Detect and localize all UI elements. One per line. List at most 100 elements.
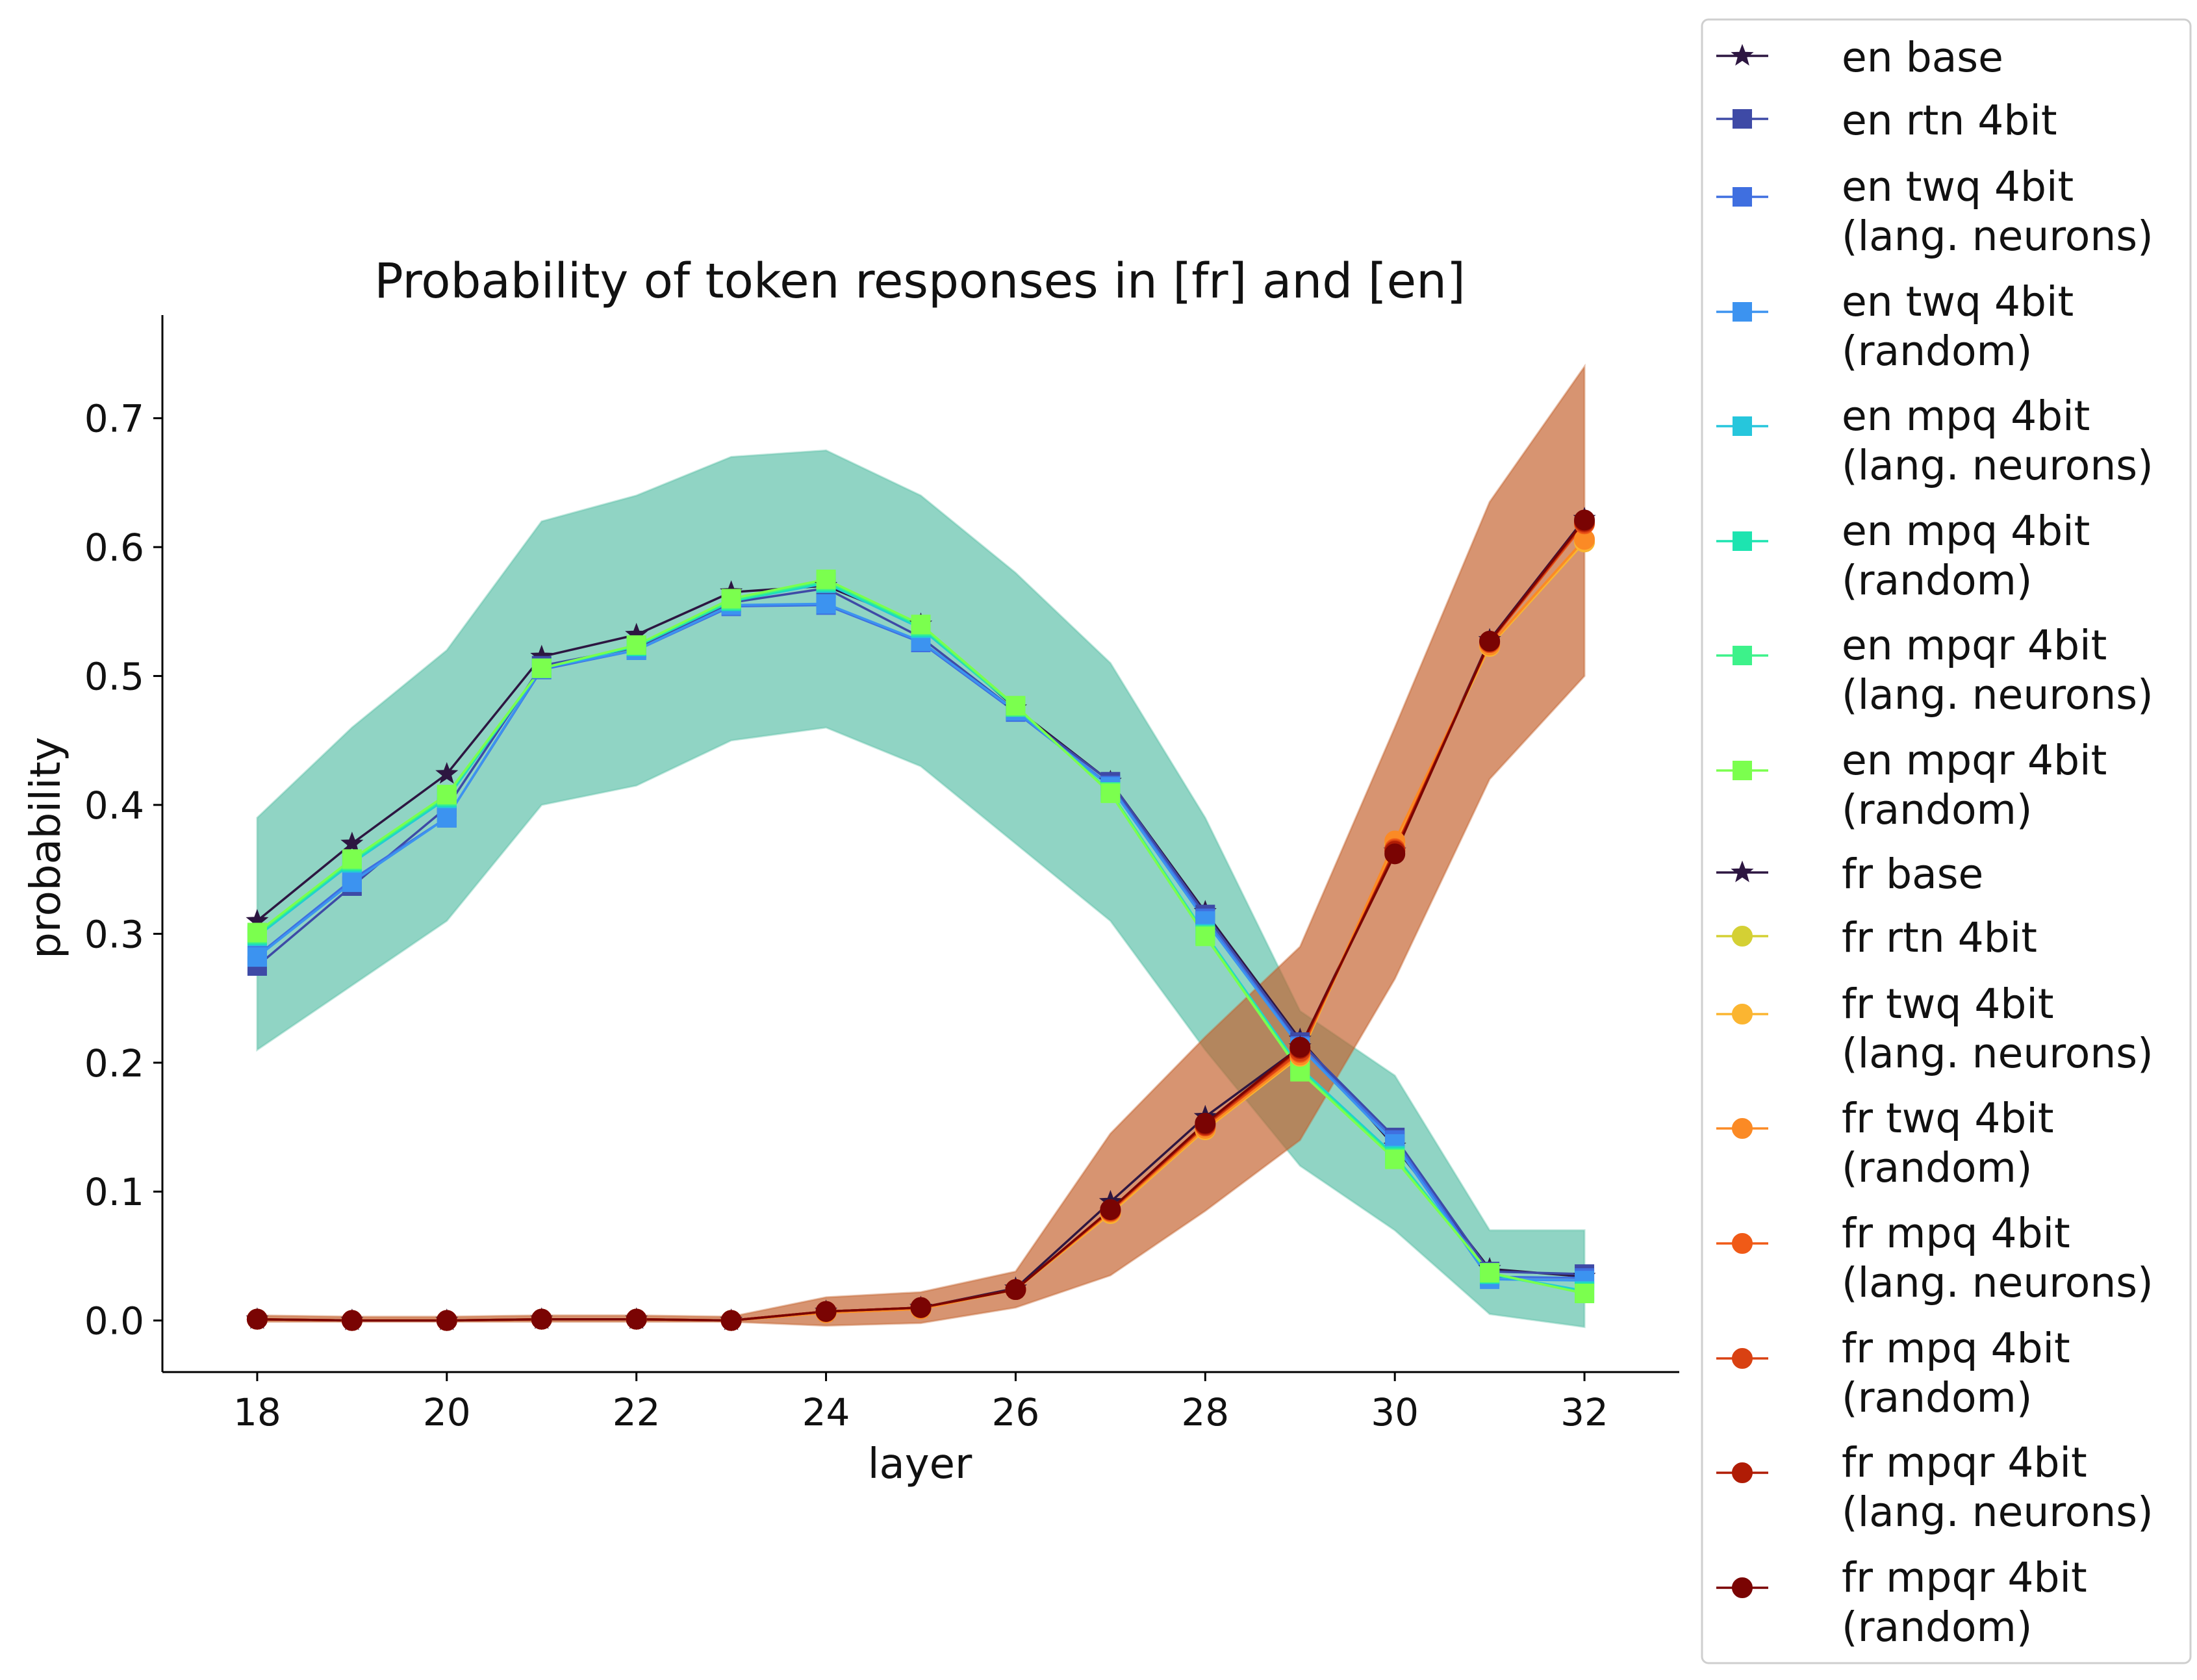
axes: 18 20 22 24 26 28 30 32 0.0 0.1 0.2 0.3 0.4 0.5 0.6 0.7 <box>84 315 1679 1434</box>
legend-box <box>1701 18 2192 1664</box>
legend-label-en-twq-4bit-lang-neurons: en twq 4bit <box>1842 163 2074 210</box>
x-tick-label: 26 <box>992 1390 1040 1434</box>
legend-label-fr-twq-4bit-random: fr twq 4bit <box>1842 1095 2054 1142</box>
y-tick-label: 0.0 <box>84 1299 144 1343</box>
point-fr-mpqr-4bit-random <box>626 1308 647 1330</box>
point-en-twq-4bit-random <box>816 594 836 614</box>
point-en-twq-4bit-random <box>437 808 457 828</box>
legend-label-en-twq-4bit-random: en twq 4bit <box>1842 278 2074 325</box>
legend-label-en-mpq-4bit-lang-neurons: en mpq 4bit <box>1842 392 2090 440</box>
legend-label-fr-twq-4bit-lang-neurons: fr twq 4bit <box>1842 980 2054 1028</box>
legend-marker-fr-mpqr-4bit-random <box>1732 1577 1753 1598</box>
legend-label-fr-mpq-4bit-lang-neurons: fr mpq 4bit <box>1842 1210 2070 1257</box>
legend-label-fr-mpqr-4bit-lang-neurons: fr mpqr 4bit <box>1842 1439 2087 1486</box>
legend-label-en-mpqr-4bit-lang-neurons: (lang. neurons) <box>1842 671 2153 719</box>
point-fr-mpqr-4bit-random <box>1384 843 1406 865</box>
point-fr-mpqr-4bit-random <box>1289 1036 1311 1058</box>
legend-marker-en-mpqr-4bit-random <box>1733 761 1752 780</box>
y-tick-label: 0.5 <box>84 655 144 699</box>
legend-label-fr-mpqr-4bit-random: (random) <box>1842 1603 2033 1651</box>
point-fr-mpqr-4bit-random <box>1100 1199 1121 1220</box>
point-en-mpqr-4bit-random <box>1480 1263 1500 1283</box>
legend-label-en-base: en base <box>1842 34 2003 81</box>
point-en-mpqr-4bit-random <box>1575 1283 1595 1303</box>
chart-title: Probability of token responses in [fr] a… <box>374 253 1466 309</box>
point-en-twq-4bit-random <box>342 872 362 893</box>
legend-label-en-mpq-4bit-lang-neurons: (lang. neurons) <box>1842 442 2153 489</box>
legend-marker-en-twq-4bit-lang-neurons <box>1733 187 1752 207</box>
point-fr-mpqr-4bit-random <box>341 1310 362 1331</box>
point-en-mpqr-4bit-random <box>531 658 552 678</box>
legend-marker-fr-rtn-4bit <box>1732 926 1753 947</box>
y-tick-label: 0.6 <box>84 526 144 570</box>
legend-label-fr-twq-4bit-lang-neurons: (lang. neurons) <box>1842 1030 2153 1077</box>
legend-marker-fr-twq-4bit-random <box>1732 1118 1753 1139</box>
legend-label-fr-mpqr-4bit-lang-neurons: (lang. neurons) <box>1842 1488 2153 1536</box>
legend-label-en-twq-4bit-random: (random) <box>1842 327 2033 375</box>
point-fr-mpqr-4bit-random <box>436 1310 457 1331</box>
point-fr-mpqr-4bit-random <box>531 1308 552 1330</box>
series-markers <box>246 507 1596 1331</box>
y-tick-label: 0.7 <box>84 397 144 441</box>
point-en-mpqr-4bit-random <box>247 923 267 943</box>
point-fr-mpqr-4bit-random <box>910 1297 932 1318</box>
point-fr-mpqr-4bit-random <box>1195 1113 1216 1134</box>
legend-marker-en-twq-4bit-random <box>1733 302 1752 322</box>
point-en-mpqr-4bit-random <box>1385 1149 1405 1169</box>
point-fr-mpqr-4bit-random <box>246 1308 268 1330</box>
legend-marker-en-rtn-4bit <box>1733 109 1752 129</box>
point-en-mpqr-4bit-random <box>1006 696 1026 716</box>
legend-label-fr-mpq-4bit-random: fr mpq 4bit <box>1842 1325 2070 1372</box>
legend-label-fr-twq-4bit-random: (random) <box>1842 1144 2033 1191</box>
point-en-base <box>340 832 364 854</box>
legend-label-fr-mpqr-4bit-random: fr mpqr 4bit <box>1842 1554 2087 1601</box>
point-fr-mpqr-4bit-random <box>1005 1279 1026 1301</box>
legend-label-en-twq-4bit-lang-neurons: (lang. neurons) <box>1842 212 2153 260</box>
x-tick-label: 18 <box>233 1390 281 1434</box>
x-tick-label: 22 <box>613 1390 661 1434</box>
legend-label-fr-rtn-4bit: fr rtn 4bit <box>1842 914 2037 961</box>
y-tick-label: 0.1 <box>84 1170 144 1214</box>
legend-label-en-mpq-4bit-random: (random) <box>1842 557 2033 604</box>
legend-label-fr-mpq-4bit-lang-neurons: (lang. neurons) <box>1842 1259 2153 1306</box>
legend-marker-en-mpq-4bit-lang-neurons <box>1733 416 1752 436</box>
point-fr-mpqr-4bit-random <box>1479 630 1501 652</box>
legend-label-en-mpqr-4bit-lang-neurons: en mpqr 4bit <box>1842 622 2107 669</box>
point-en-mpqr-4bit-random <box>1100 783 1121 804</box>
legend-marker-fr-mpqr-4bit-lang-neurons <box>1732 1462 1753 1483</box>
x-axis-label: layer <box>868 1440 972 1488</box>
y-tick-label: 0.3 <box>84 912 144 956</box>
legend-marker-fr-base <box>1731 860 1754 882</box>
point-en-mpqr-4bit-random <box>1195 926 1215 947</box>
point-en-mpqr-4bit-random <box>626 635 646 655</box>
x-tick-label: 32 <box>1560 1390 1608 1434</box>
legend-label-fr-base: fr base <box>1842 850 1983 898</box>
point-en-mpqr-4bit-random <box>437 785 457 805</box>
legend-marker-fr-twq-4bit-lang-neurons <box>1732 1004 1753 1025</box>
legend-marker-fr-mpq-4bit-lang-neurons <box>1732 1233 1753 1254</box>
legend-marker-en-mpq-4bit-random <box>1733 531 1752 551</box>
point-fr-mpqr-4bit-random <box>1574 509 1595 531</box>
point-en-mpqr-4bit-random <box>721 589 741 609</box>
legend-label-en-mpq-4bit-random: en mpq 4bit <box>1842 507 2090 555</box>
legend-label-en-mpqr-4bit-random: (random) <box>1842 786 2033 834</box>
y-tick-label: 0.2 <box>84 1041 144 1086</box>
point-en-mpqr-4bit-random <box>816 569 836 589</box>
x-tick-label: 30 <box>1371 1390 1419 1434</box>
band-en <box>256 449 1586 1329</box>
point-en-twq-4bit-random <box>247 947 267 967</box>
point-en-mpqr-4bit-random <box>911 615 931 635</box>
y-tick-label: 0.4 <box>84 783 144 828</box>
x-tick-label: 20 <box>423 1390 471 1434</box>
legend-label-fr-mpq-4bit-random: (random) <box>1842 1374 2033 1421</box>
point-en-mpqr-4bit-random <box>342 849 362 869</box>
point-fr-mpqr-4bit-random <box>815 1301 837 1322</box>
legend-marker-en-mpqr-4bit-lang-neurons <box>1733 646 1752 665</box>
legend-label-en-rtn-4bit: en rtn 4bit <box>1842 97 2057 144</box>
x-tick-label: 24 <box>802 1390 850 1434</box>
point-fr-mpqr-4bit-random <box>720 1310 742 1331</box>
point-en-base <box>435 761 459 784</box>
x-tick-label: 28 <box>1181 1390 1229 1434</box>
